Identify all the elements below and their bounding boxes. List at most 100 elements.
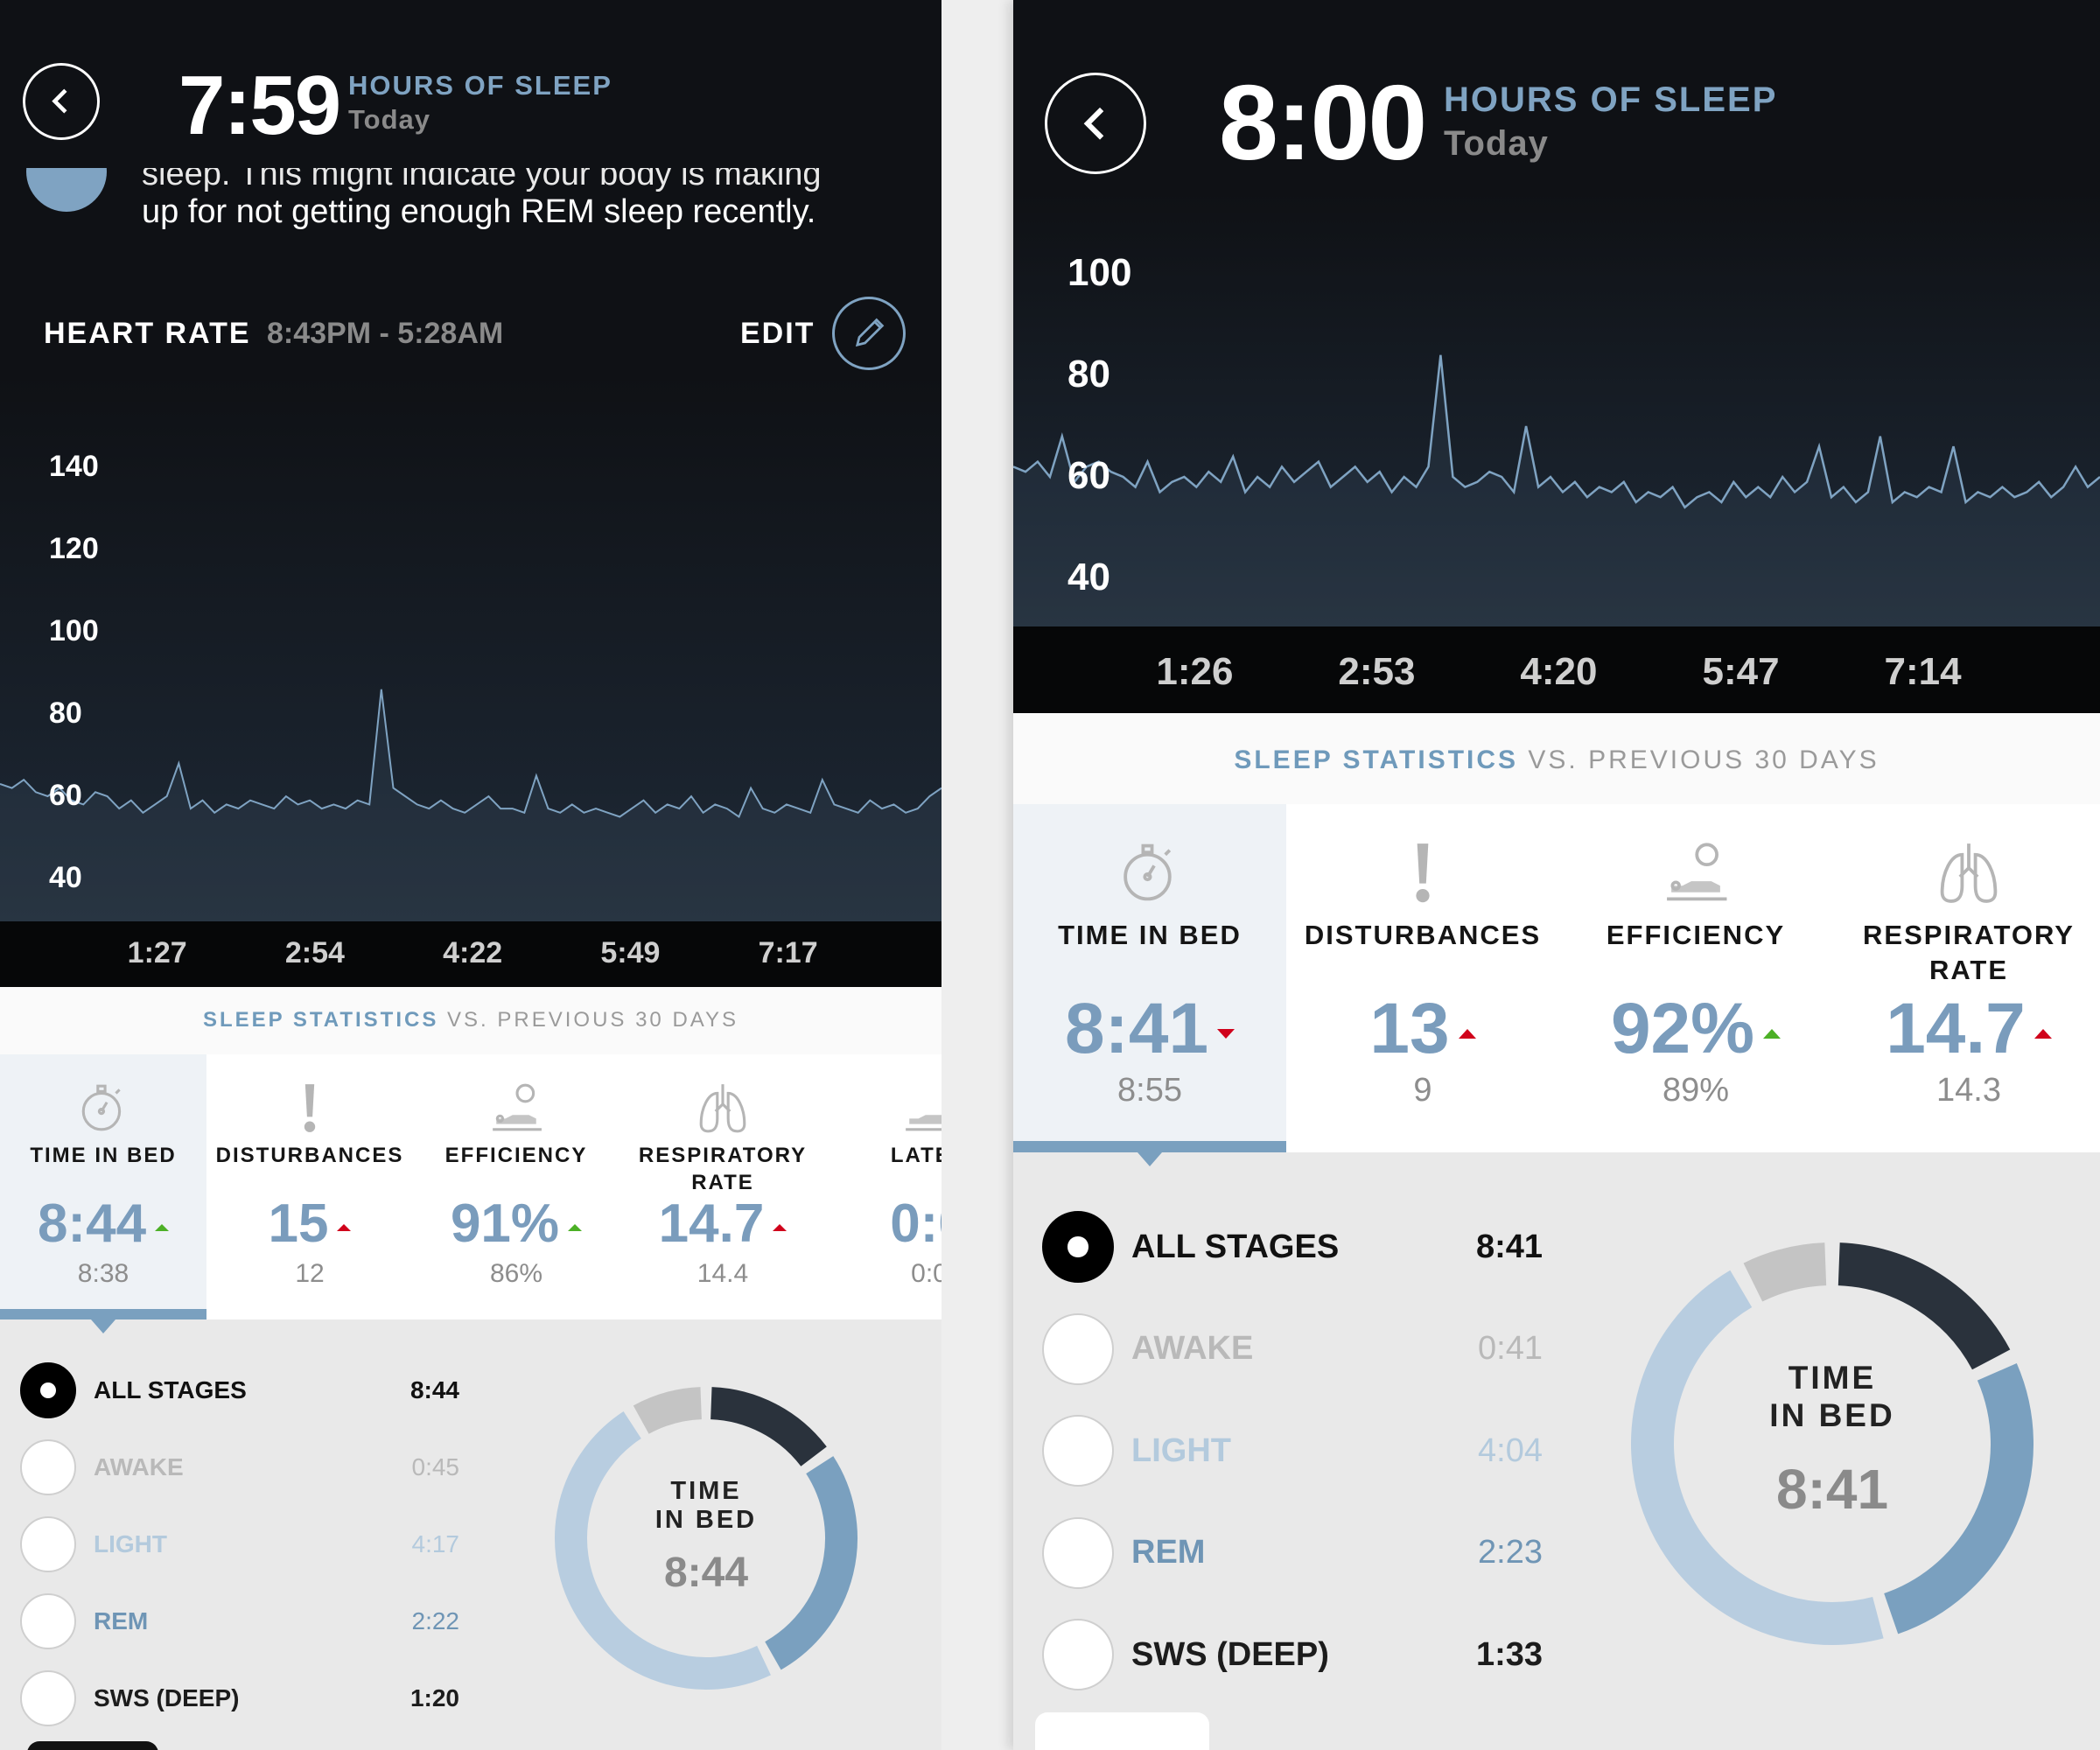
x-tick-label: 1:27 bbox=[127, 935, 187, 970]
stat-tile-laten[interactable]: LATEN 0:0 0:0 bbox=[826, 1054, 942, 1320]
trend-up-icon bbox=[1763, 1028, 1782, 1039]
x-tick-label: 5:49 bbox=[600, 935, 661, 970]
stage-label: SWS (DEEP) bbox=[94, 1684, 240, 1712]
donut-segment-light bbox=[555, 1411, 771, 1690]
stage-radio[interactable] bbox=[1042, 1415, 1114, 1487]
date-subtitle: Today bbox=[1444, 124, 1549, 163]
edit-button[interactable]: EDIT bbox=[740, 317, 816, 350]
stage-duration: 0:45 bbox=[411, 1453, 460, 1480]
chart-x-axis-band bbox=[1013, 626, 2100, 713]
stage-radio[interactable] bbox=[20, 1516, 76, 1572]
stage-radio[interactable] bbox=[1042, 1619, 1114, 1690]
donut-value: 8:44 bbox=[663, 1550, 749, 1596]
chevron-left-icon bbox=[1083, 107, 1104, 140]
stage-label: ALL STAGES bbox=[1131, 1228, 1340, 1265]
stat-tile-respiratory[interactable]: RESPIRATORY RATE 14.7 14.3 bbox=[1832, 804, 2100, 1152]
y-tick-label: 60 bbox=[49, 778, 82, 812]
stage-label: ALL STAGES bbox=[94, 1376, 247, 1404]
x-tick-label: 4:20 bbox=[1520, 649, 1598, 693]
donut-segment-rem bbox=[764, 1456, 858, 1670]
stage-label: LIGHT bbox=[94, 1530, 167, 1558]
heart-rate-area bbox=[0, 689, 942, 921]
stage-duration: 0:41 bbox=[1478, 1330, 1543, 1367]
stat-previous-value: 0:0 bbox=[911, 1259, 942, 1288]
stat-value: 8:44 bbox=[0, 1193, 206, 1255]
header-mask bbox=[0, 0, 942, 168]
stage-row-awake[interactable]: AWAKE 0:45 bbox=[20, 1439, 459, 1495]
bottom-tab[interactable] bbox=[1035, 1712, 1209, 1750]
stat-label: LATEN bbox=[890, 1144, 942, 1167]
stage-row-all-stages[interactable]: ALL STAGES 8:44 bbox=[20, 1362, 459, 1418]
stage-row-rem[interactable]: REM 2:23 bbox=[1042, 1516, 1543, 1589]
stat-value-text: 14.7 bbox=[658, 1194, 765, 1254]
stat-previous-value: 86% bbox=[489, 1259, 543, 1288]
stats-heading: SLEEP STATISTICS VS. PREVIOUS 30 DAYS bbox=[1013, 746, 2100, 775]
stat-value-text: 14.7 bbox=[1886, 989, 2026, 1068]
stat-previous-value: 12 bbox=[295, 1259, 325, 1288]
stat-label: DISTURBANCES bbox=[215, 1144, 404, 1167]
stage-row-rem[interactable]: REM 2:22 bbox=[20, 1593, 459, 1649]
stopwatch-icon bbox=[1116, 839, 1183, 910]
trend-down-icon bbox=[1217, 1028, 1236, 1039]
stat-label: EFFICIENCY bbox=[1606, 920, 1786, 950]
stats-heading-rest: VS. PREVIOUS 30 DAYS bbox=[438, 1008, 739, 1032]
stage-radio[interactable] bbox=[20, 1593, 76, 1649]
trend-up-icon bbox=[1458, 1028, 1476, 1039]
y-tick-label: 100 bbox=[1068, 250, 1132, 294]
stage-row-light[interactable]: LIGHT 4:04 bbox=[1042, 1415, 1543, 1487]
stat-previous-value: 9 bbox=[1413, 1072, 1432, 1109]
stage-row-sws-deep[interactable]: SWS (DEEP) 1:20 bbox=[20, 1670, 459, 1726]
heart-rate-label: HEART RATE bbox=[44, 317, 251, 350]
stage-radio[interactable] bbox=[20, 1362, 76, 1418]
stage-duration: 8:44 bbox=[410, 1376, 459, 1404]
date-subtitle: Today bbox=[348, 103, 430, 135]
exclamation-icon bbox=[1390, 839, 1456, 910]
stat-tile-disturbances[interactable]: DISTURBANCES 15 12 bbox=[206, 1054, 413, 1320]
stage-radio[interactable] bbox=[20, 1439, 76, 1495]
stage-row-all-stages[interactable]: ALL STAGES 8:41 bbox=[1042, 1211, 1543, 1283]
back-button[interactable] bbox=[1045, 73, 1146, 174]
stat-value: 13 bbox=[1286, 988, 1559, 1070]
edit-pencil-button[interactable] bbox=[832, 297, 906, 370]
stats-heading: SLEEP STATISTICS VS. PREVIOUS 30 DAYS bbox=[0, 1008, 942, 1032]
bottom-tab[interactable] bbox=[27, 1741, 158, 1750]
stage-row-sws-deep[interactable]: SWS (DEEP) 1:33 bbox=[1042, 1619, 1543, 1690]
left-screen: 40 60 80 100 120 140 1:27 2:54 4:22 5:49 7:17 sleep… bbox=[0, 0, 942, 1750]
exclamation-icon bbox=[283, 1081, 337, 1139]
donut-label-line2: IN BED bbox=[654, 1506, 758, 1535]
stat-value: 14.7 bbox=[620, 1193, 826, 1255]
chart-background bbox=[1013, 192, 2100, 626]
stat-tile-respiratory[interactable]: RESPIRATORY RATE 14.7 14.4 bbox=[620, 1054, 826, 1320]
stat-tile-efficiency[interactable]: EFFICIENCY 91% 86% bbox=[413, 1054, 620, 1320]
stage-radio[interactable] bbox=[1042, 1211, 1114, 1283]
stat-tile-disturbances[interactable]: DISTURBANCES 13 9 bbox=[1286, 804, 1559, 1152]
stat-tile-time-in-bed[interactable]: TIME IN BED 8:44 8:38 bbox=[0, 1054, 206, 1320]
donut-segment-sws-deep bbox=[710, 1387, 827, 1467]
stage-label: SWS (DEEP) bbox=[1131, 1635, 1329, 1673]
stat-previous-value: 8:55 bbox=[1117, 1072, 1182, 1109]
stage-radio[interactable] bbox=[1042, 1516, 1114, 1589]
efficiency-bed-icon bbox=[1662, 839, 1729, 910]
stage-radio[interactable] bbox=[1042, 1312, 1114, 1385]
stage-duration: 2:22 bbox=[411, 1607, 460, 1634]
stage-duration: 1:33 bbox=[1475, 1635, 1543, 1673]
stage-duration: 2:23 bbox=[1478, 1534, 1543, 1571]
stat-tile-efficiency[interactable]: EFFICIENCY 92% 89% bbox=[1559, 804, 1832, 1152]
y-tick-label: 100 bbox=[49, 613, 99, 648]
trend-up-icon bbox=[155, 1223, 170, 1231]
efficiency-bed-icon bbox=[489, 1081, 543, 1139]
stat-label: EFFICIENCY bbox=[444, 1144, 588, 1167]
stage-label: REM bbox=[94, 1607, 149, 1634]
heart-rate-line bbox=[0, 689, 942, 819]
stat-tile-time-in-bed[interactable]: TIME IN BED 8:41 8:55 bbox=[1013, 804, 1286, 1152]
stat-previous-value: 14.3 bbox=[1936, 1072, 2001, 1109]
back-button[interactable] bbox=[23, 63, 100, 140]
stage-row-awake[interactable]: AWAKE 0:41 bbox=[1042, 1312, 1543, 1385]
x-tick-label: 4:22 bbox=[443, 935, 503, 970]
stage-radio[interactable] bbox=[20, 1670, 76, 1726]
stats-heading-rest: VS. PREVIOUS 30 DAYS bbox=[1518, 746, 1880, 774]
x-tick-label: 1:26 bbox=[1156, 649, 1234, 693]
stage-row-light[interactable]: LIGHT 4:17 bbox=[20, 1516, 459, 1572]
selected-tile-pointer bbox=[1138, 1152, 1162, 1166]
stat-previous-value: 8:38 bbox=[77, 1259, 130, 1288]
